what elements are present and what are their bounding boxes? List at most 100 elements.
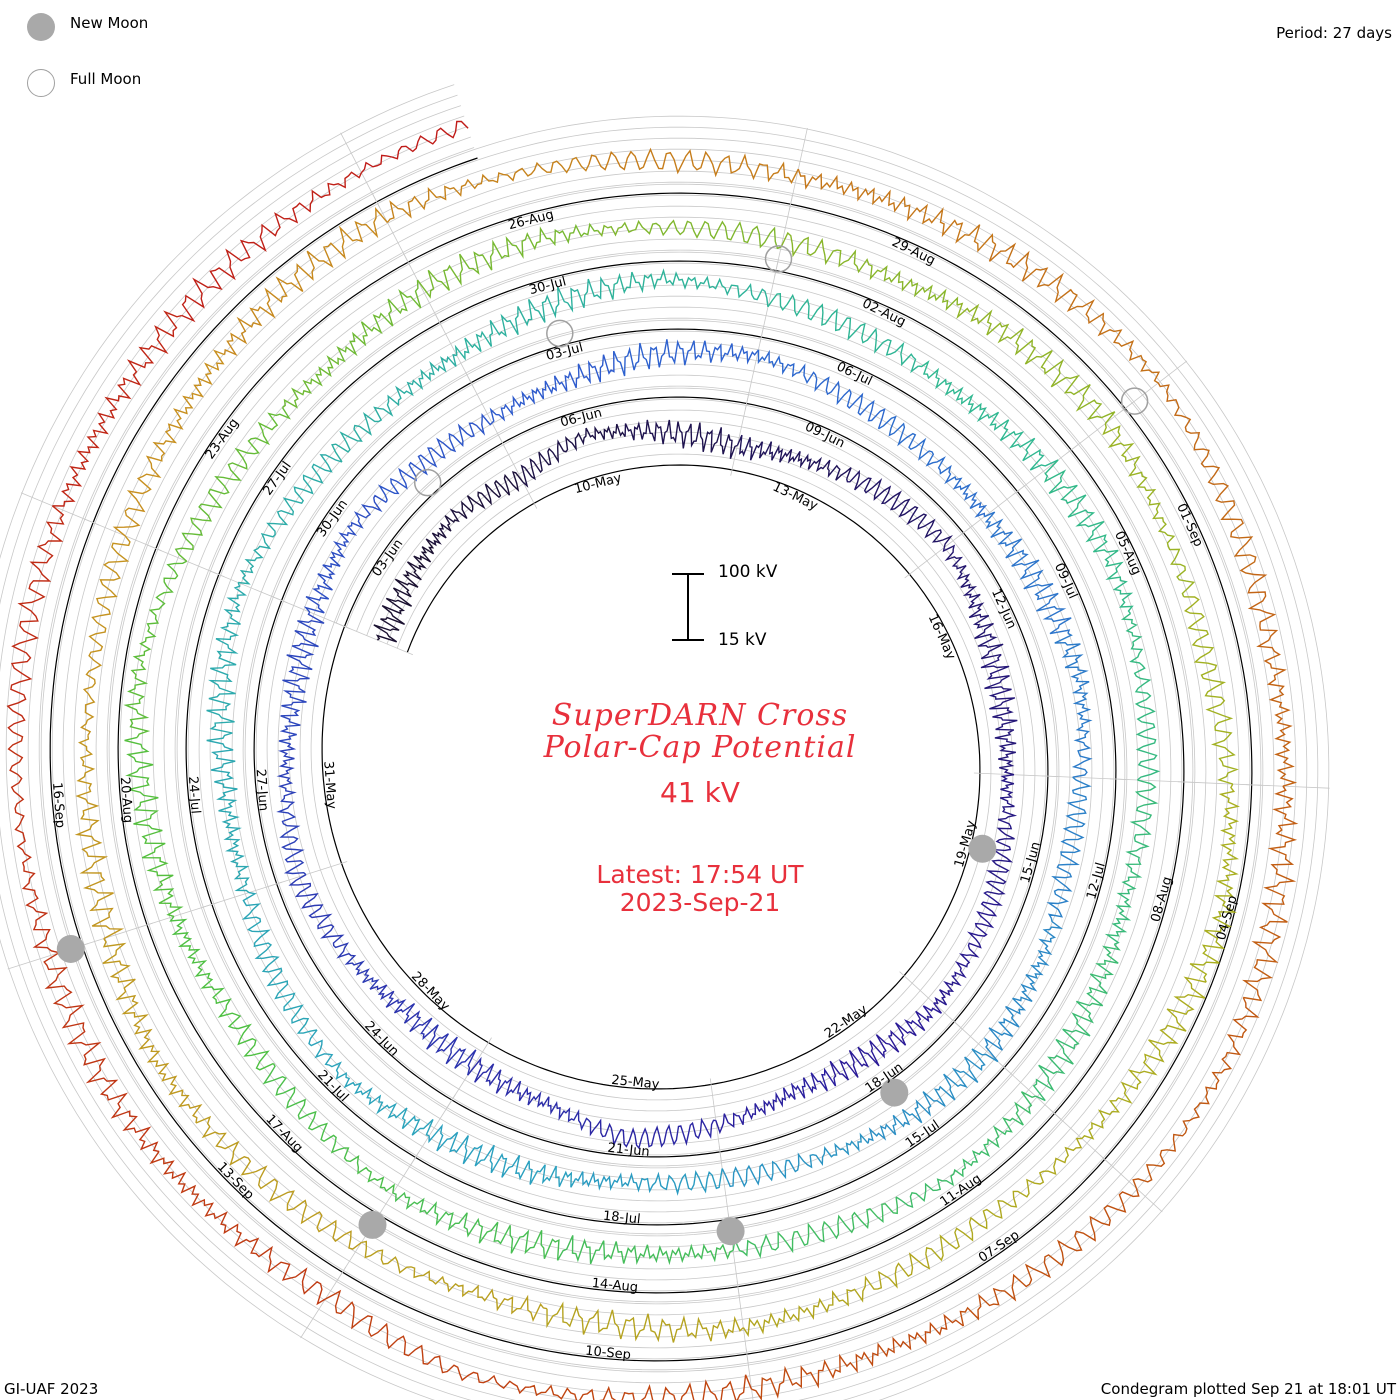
trace-segment	[174, 407, 291, 562]
trace-segment	[369, 984, 477, 1076]
trace-segment	[123, 560, 188, 738]
trace-segment	[984, 511, 1072, 635]
day-spoke	[1100, 1155, 1163, 1213]
new-moon-marker	[56, 935, 85, 963]
trace-segment	[757, 349, 886, 430]
trace-segment	[846, 469, 953, 548]
trace-segment	[604, 268, 769, 307]
full-moon-marker	[1120, 387, 1149, 415]
trace-segment	[925, 1137, 1083, 1262]
scale-bar	[672, 573, 704, 641]
date-tick-label: 21-Jun	[607, 1141, 651, 1160]
trace-segment	[715, 1067, 837, 1135]
full-moon-marker	[413, 468, 442, 497]
trace-segment	[732, 1196, 899, 1259]
period-label: Period: 27 days	[1276, 24, 1392, 42]
trace-segment	[149, 1151, 326, 1306]
day-spokes	[7, 128, 1330, 1400]
trace-segment	[1242, 785, 1299, 1002]
date-tick-label: 24-Jun	[361, 1019, 401, 1060]
date-tick-label: 03-Jun	[369, 537, 406, 580]
trace-segment	[308, 1029, 434, 1137]
date-tick-label: 06-Jun	[559, 406, 604, 431]
trace-segment	[1247, 573, 1298, 787]
day-spoke	[1245, 784, 1330, 789]
scale-bottom-label: 15 kV	[718, 630, 767, 650]
date-tick-label: 11-Aug	[938, 1171, 985, 1209]
trace-segment	[373, 538, 435, 643]
full-moon-legend-label: Full Moon	[70, 70, 142, 88]
trace-segment	[489, 351, 615, 424]
trace-segment	[624, 419, 738, 459]
trace-segment	[425, 471, 524, 547]
trace-segment	[416, 222, 598, 299]
trace-segment	[392, 1191, 560, 1261]
date-tick-label: 22-May	[822, 1002, 870, 1042]
trace-segment	[1157, 382, 1257, 576]
full-moon-legend-icon	[27, 69, 55, 97]
day-spoke	[300, 1266, 347, 1339]
new-moon-marker	[358, 1210, 387, 1239]
trace-segment	[520, 423, 626, 488]
trace-segment	[80, 535, 131, 736]
trace-segment	[1189, 783, 1240, 983]
trace-segment	[988, 242, 1161, 384]
trace-segment	[325, 1289, 530, 1395]
date-tick-label: 26-Aug	[507, 207, 556, 233]
trace-segment	[1183, 596, 1239, 785]
moon-markers	[56, 245, 1149, 1246]
date-tick-label: 28-May	[408, 969, 453, 1014]
trace-segment	[588, 147, 799, 184]
trace-segment	[556, 1235, 734, 1266]
trace-segment	[1132, 997, 1260, 1189]
trace-segment	[262, 1063, 395, 1194]
trace-segment	[956, 302, 1116, 425]
trace-segment	[74, 735, 125, 940]
trace-segment	[43, 952, 160, 1153]
new-moon-legend-label: New Moon	[70, 14, 149, 32]
date-tick-label: 02-Aug	[860, 296, 908, 330]
trace-segment	[454, 276, 606, 361]
date-tick-label: 01-Sep	[1173, 501, 1205, 549]
date-tick-label: 20-Aug	[117, 776, 135, 823]
grid-spiral	[16, 126, 1286, 1395]
trace-segment	[360, 120, 469, 174]
date-tick-label: 27-Jun	[253, 768, 271, 811]
scale-top-label: 100 kV	[718, 562, 778, 582]
latest-date: 2023-Sep-21	[619, 888, 781, 917]
trace-segment	[386, 156, 590, 223]
trace-segment	[797, 168, 997, 253]
grid-spiral	[0, 94, 1319, 1400]
day-spoke	[745, 1348, 754, 1400]
trace-segment	[1032, 943, 1121, 1102]
new-moon-marker	[716, 1217, 745, 1246]
date-tick-label: 24-Jul	[185, 776, 203, 815]
trace-segment	[529, 1374, 753, 1400]
trace-segment	[867, 1048, 999, 1144]
trace-segment	[1102, 423, 1196, 598]
trace-segment	[980, 654, 1018, 776]
trace-segment	[206, 582, 248, 742]
grid-spiral	[38, 147, 1264, 1373]
trace-segment	[195, 1115, 362, 1250]
trace-segment	[751, 1313, 964, 1400]
full-moon-marker	[546, 319, 574, 348]
trace-segment	[767, 293, 919, 374]
grid-spiral	[27, 136, 1275, 1384]
date-tick-label: 25-May	[611, 1073, 661, 1093]
trace-segment	[102, 938, 203, 1124]
latest-time: Latest: 17:54 UT	[596, 860, 804, 889]
date-tick-label: 03-Jul	[545, 340, 585, 364]
baseline-spiral	[49, 157, 1253, 1362]
new-moon-marker	[968, 834, 997, 863]
current-value: 41 kV	[660, 776, 740, 809]
trace-segment	[1043, 459, 1134, 615]
trace-segment	[1046, 776, 1092, 919]
trace-segment	[918, 360, 1059, 471]
trace-segment	[7, 731, 60, 954]
trace-segment	[575, 1168, 723, 1196]
trace-segment	[780, 231, 959, 311]
date-tick-label: 23-Aug	[203, 416, 242, 462]
trace-segment	[597, 219, 782, 250]
ring-grid	[0, 84, 1330, 1400]
